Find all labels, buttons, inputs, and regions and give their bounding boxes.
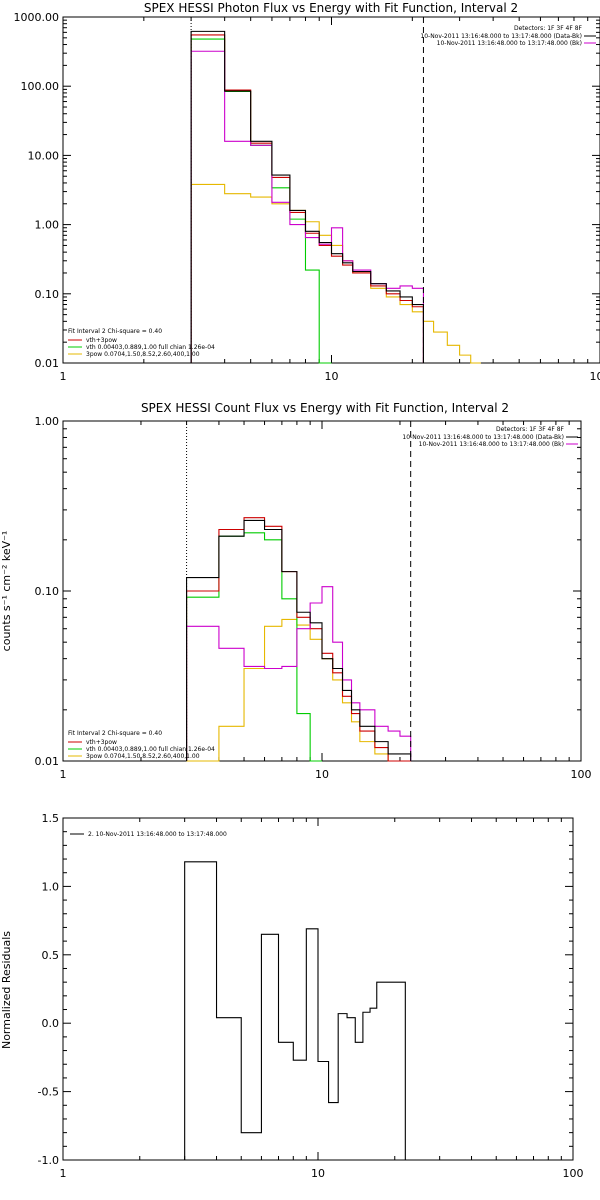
x-tick-label: 10 xyxy=(325,370,339,383)
y-tick-label: 0.01 xyxy=(35,357,60,370)
legend-vth: vth 0.00403,0.889,1.00 full chian 1.26e-… xyxy=(86,344,215,351)
x-tick-label: 1 xyxy=(60,768,67,781)
panel1-series xyxy=(190,30,481,364)
panel3-ylabel: Normalized Residuals xyxy=(0,931,13,1049)
panel1-legend-top: Detectors: 1F 3F 4F 8F 10-Nov-2011 13:16… xyxy=(420,25,596,47)
panel1-reference-lines xyxy=(190,17,424,363)
y-tick-label: 0.10 xyxy=(35,585,60,598)
y-tick-label: -1.0 xyxy=(38,1154,59,1167)
series-3pow xyxy=(190,183,481,364)
legend-vth3pow: vth+3pow xyxy=(86,337,117,344)
x-tick-label: 10 xyxy=(315,768,329,781)
legend2-vth3pow: vth+3pow xyxy=(86,739,117,746)
y-tick-label: 1.00 xyxy=(35,415,60,428)
panel3-ticks: 1 10 100 -1.0 -0.5 0.0 0.5 1.0 1.5 xyxy=(38,812,584,1180)
legend-bk: 10-Nov-2011 13:16:48.000 to 13:17:48.000… xyxy=(437,40,582,47)
y-tick-label: 1.5 xyxy=(42,812,60,825)
panel1-legend-bottom: Fit Interval 2 Chi-square = 0.40 vth+3po… xyxy=(68,328,215,358)
legend2-fit-interval: Fit Interval 2 Chi-square = 0.40 xyxy=(68,730,162,737)
y-tick-label: 1.00 xyxy=(35,219,60,232)
y-tick-label: 0.01 xyxy=(35,755,60,768)
legend2-3pow: 3pow 0.0704,1.50,8.52,2.60,400,1.00 xyxy=(86,753,200,760)
x-tick-label: 100 xyxy=(590,370,600,383)
legend2-bk: 10-Nov-2011 13:16:48.000 to 13:17:48.000… xyxy=(419,441,564,448)
y-tick-label: 10.00 xyxy=(28,149,60,162)
y-tick-label: 100.00 xyxy=(21,80,60,93)
panel1-title: SPEX HESSI Photon Flux vs Energy with Fi… xyxy=(144,1,518,15)
panel2-ylabel: counts s⁻¹ cm⁻² keV⁻¹ xyxy=(0,531,13,652)
x-tick-label: 10 xyxy=(311,1167,325,1180)
legend2-data-bk: 10-Nov-2011 13:16:48.000 to 13:17:48.000… xyxy=(402,434,564,441)
y-tick-label: -0.5 xyxy=(38,1086,59,1099)
panel-photon-flux: SPEX HESSI Photon Flux vs Energy with Fi… xyxy=(14,1,600,383)
y-tick-label: 0.5 xyxy=(42,949,60,962)
series-vth-3pow xyxy=(186,517,411,762)
panel3-legend: 2. 10-Nov-2011 13:16:48.000 to 13:17:48.… xyxy=(70,831,227,838)
panel2-series xyxy=(186,517,412,762)
x-tick-label: 100 xyxy=(571,768,592,781)
panel1-ticks: 1 10 100 0.01 0.10 1.00 10.00 100.00 1000.00 xyxy=(14,11,600,383)
x-tick-label: 1 xyxy=(60,370,67,383)
series-bk xyxy=(190,50,424,363)
panel2-legend-top: Detectors: 1F 3F 4F 8F 10-Nov-2011 13:16… xyxy=(402,426,578,448)
series-bk xyxy=(186,586,412,761)
series-data-bk xyxy=(186,519,412,761)
legend2-detectors: Detectors: 1F 3F 4F 8F xyxy=(496,426,565,433)
panel2-legend-bottom: Fit Interval 2 Chi-square = 0.40 vth+3po… xyxy=(68,730,215,760)
y-tick-label: 0.10 xyxy=(35,288,60,301)
legend3-interval: 2. 10-Nov-2011 13:16:48.000 to 13:17:48.… xyxy=(88,831,227,838)
legend-data-bk: 10-Nov-2011 13:16:48.000 to 13:17:48.000… xyxy=(420,33,582,40)
series-vth-3pow xyxy=(190,34,424,363)
panel1-plot-frame xyxy=(62,16,600,364)
x-tick-label: 1 xyxy=(60,1167,67,1180)
panel3-series xyxy=(184,861,406,1160)
y-tick-label: 1.0 xyxy=(42,880,60,893)
legend-3pow: 3pow 0.0704,1.50,8.52,2.60,400,1.00 xyxy=(86,351,200,358)
panel2-ticks: 1 10 100 0.01 0.10 1.00 xyxy=(35,415,592,781)
y-tick-label: 1000.00 xyxy=(14,11,60,24)
series-vth xyxy=(190,38,332,364)
panel2-reference-lines xyxy=(186,421,412,761)
legend-detectors: Detectors: 1F 3F 4F 8F xyxy=(514,25,583,32)
x-tick-label: 100 xyxy=(563,1167,584,1180)
series-data-bk xyxy=(190,30,424,363)
series-vth xyxy=(186,532,322,762)
series-2-10-nov-2011-13-16-48-000-to-13-17-48-000 xyxy=(184,861,406,1160)
legend2-vth: vth 0.00403,0.889,1.00 full chian 1.26e-… xyxy=(86,746,215,753)
y-tick-label: 0.0 xyxy=(42,1017,60,1030)
panel-residuals: Normalized Residuals 1 10 100 -1.0 -0.5 0.0 0.… xyxy=(0,812,584,1180)
panel-count-flux: SPEX HESSI Count Flux vs Energy with Fit… xyxy=(0,401,592,781)
legend-fit-interval: Fit Interval 2 Chi-square = 0.40 xyxy=(68,328,162,335)
panel2-title: SPEX HESSI Count Flux vs Energy with Fit… xyxy=(141,401,509,415)
